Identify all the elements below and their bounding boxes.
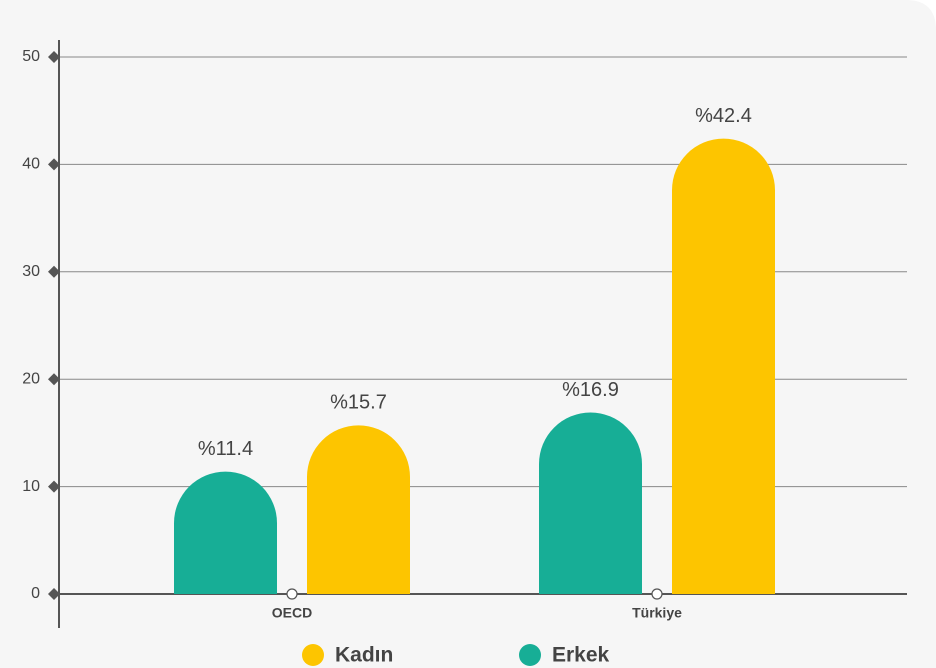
tick-marker	[48, 51, 60, 63]
value-label: %15.7	[330, 392, 387, 414]
bar	[307, 425, 410, 594]
legend-swatch	[302, 644, 324, 666]
value-label: %11.4	[198, 438, 253, 460]
tick-marker	[48, 265, 60, 278]
legend-label: Erkek	[552, 644, 610, 667]
y-tick-label: 10	[22, 478, 40, 495]
y-tick-label: 20	[22, 370, 40, 387]
value-label: %16.9	[562, 379, 619, 401]
y-tick-label: 50	[22, 48, 40, 65]
x-tick-label: OECD	[272, 605, 312, 621]
tick-marker	[48, 158, 60, 171]
y-tick-label: 30	[22, 263, 40, 280]
bar	[174, 471, 277, 594]
y-tick-label: 0	[31, 585, 40, 602]
legend-swatch	[519, 644, 541, 666]
bar	[672, 138, 775, 594]
tick-marker	[48, 373, 60, 386]
category-marker	[651, 588, 663, 600]
legend-label: Kadın	[335, 644, 393, 667]
tick-marker	[48, 480, 60, 493]
x-tick-label: Türkiye	[632, 605, 682, 621]
value-label: %42.4	[695, 105, 752, 127]
tick-marker	[48, 588, 60, 600]
bar	[539, 412, 642, 594]
category-marker	[286, 588, 298, 600]
y-tick-label: 40	[22, 156, 40, 173]
